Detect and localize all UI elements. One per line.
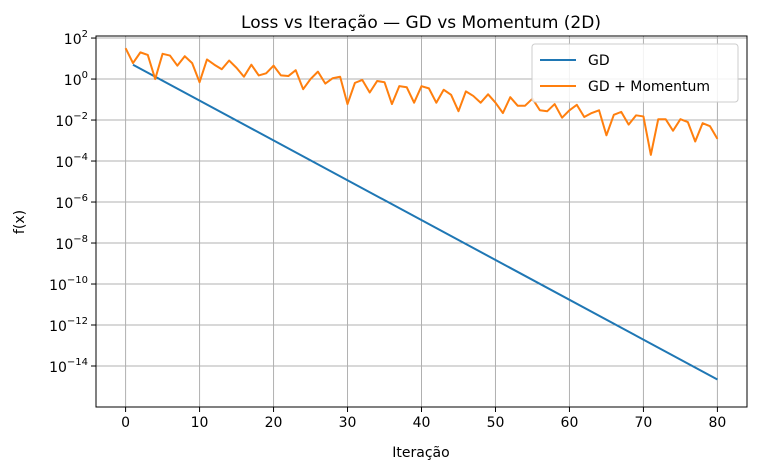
x-tick-label: 70: [635, 415, 653, 431]
x-tick-label: 40: [413, 415, 431, 431]
legend: GD GD + Momentum: [531, 43, 739, 103]
y-tick-base: 10: [49, 319, 67, 335]
y-tick-base: 10: [55, 237, 73, 253]
y-tick-label: 10−8: [55, 234, 88, 253]
y-tick-label: 10−6: [55, 193, 88, 212]
y-tick-base: 10: [49, 360, 67, 376]
x-axis-ticks: 0 10 20 30 40 50 60 70 80: [121, 407, 726, 431]
y-tick-base: 10: [55, 196, 73, 212]
legend-box: [531, 43, 739, 103]
y-tick-exponent: −8: [73, 234, 88, 245]
y-tick-label: 10−14: [49, 357, 88, 376]
y-tick-label: 10−4: [55, 152, 88, 171]
x-tick-label: 30: [339, 415, 357, 431]
y-tick-exponent: −2: [73, 111, 88, 122]
y-tick-label: 100: [64, 70, 88, 89]
x-tick-label: 20: [265, 415, 283, 431]
y-axis-label: f(x): [12, 210, 28, 234]
y-tick-exponent: 2: [82, 29, 88, 40]
y-tick-base: 10: [64, 32, 82, 48]
legend-label: GD + Momentum: [588, 79, 710, 95]
y-tick-exponent: −12: [67, 316, 88, 327]
y-tick-base: 10: [55, 155, 73, 171]
y-tick-exponent: −4: [73, 152, 88, 163]
legend-label: GD: [588, 53, 610, 69]
y-tick-base: 10: [64, 73, 82, 89]
chart-title: Loss vs Iteração — GD vs Momentum (2D): [241, 13, 601, 33]
x-axis-label: Iteração: [392, 445, 449, 461]
series-layer: [124, 47, 719, 381]
y-tick-label: 10−10: [49, 275, 88, 294]
series-line-gd: [132, 63, 718, 381]
x-tick-label: 60: [561, 415, 579, 431]
y-tick-exponent: 0: [82, 70, 88, 81]
x-tick-label: 80: [708, 415, 726, 431]
y-tick-label: 10−2: [55, 111, 88, 130]
y-tick-label: 10−12: [49, 316, 88, 335]
y-tick-exponent: −10: [67, 275, 88, 286]
y-tick-label: 102: [64, 29, 88, 48]
y-tick-base: 10: [55, 114, 73, 130]
y-tick-exponent: −6: [73, 193, 88, 204]
y-tick-base: 10: [49, 278, 67, 294]
x-tick-label: 10: [191, 415, 209, 431]
x-tick-label: 50: [487, 415, 505, 431]
series-line-gd-momentum: [124, 47, 719, 156]
x-tick-label: 0: [121, 415, 130, 431]
y-tick-exponent: −14: [67, 357, 88, 368]
